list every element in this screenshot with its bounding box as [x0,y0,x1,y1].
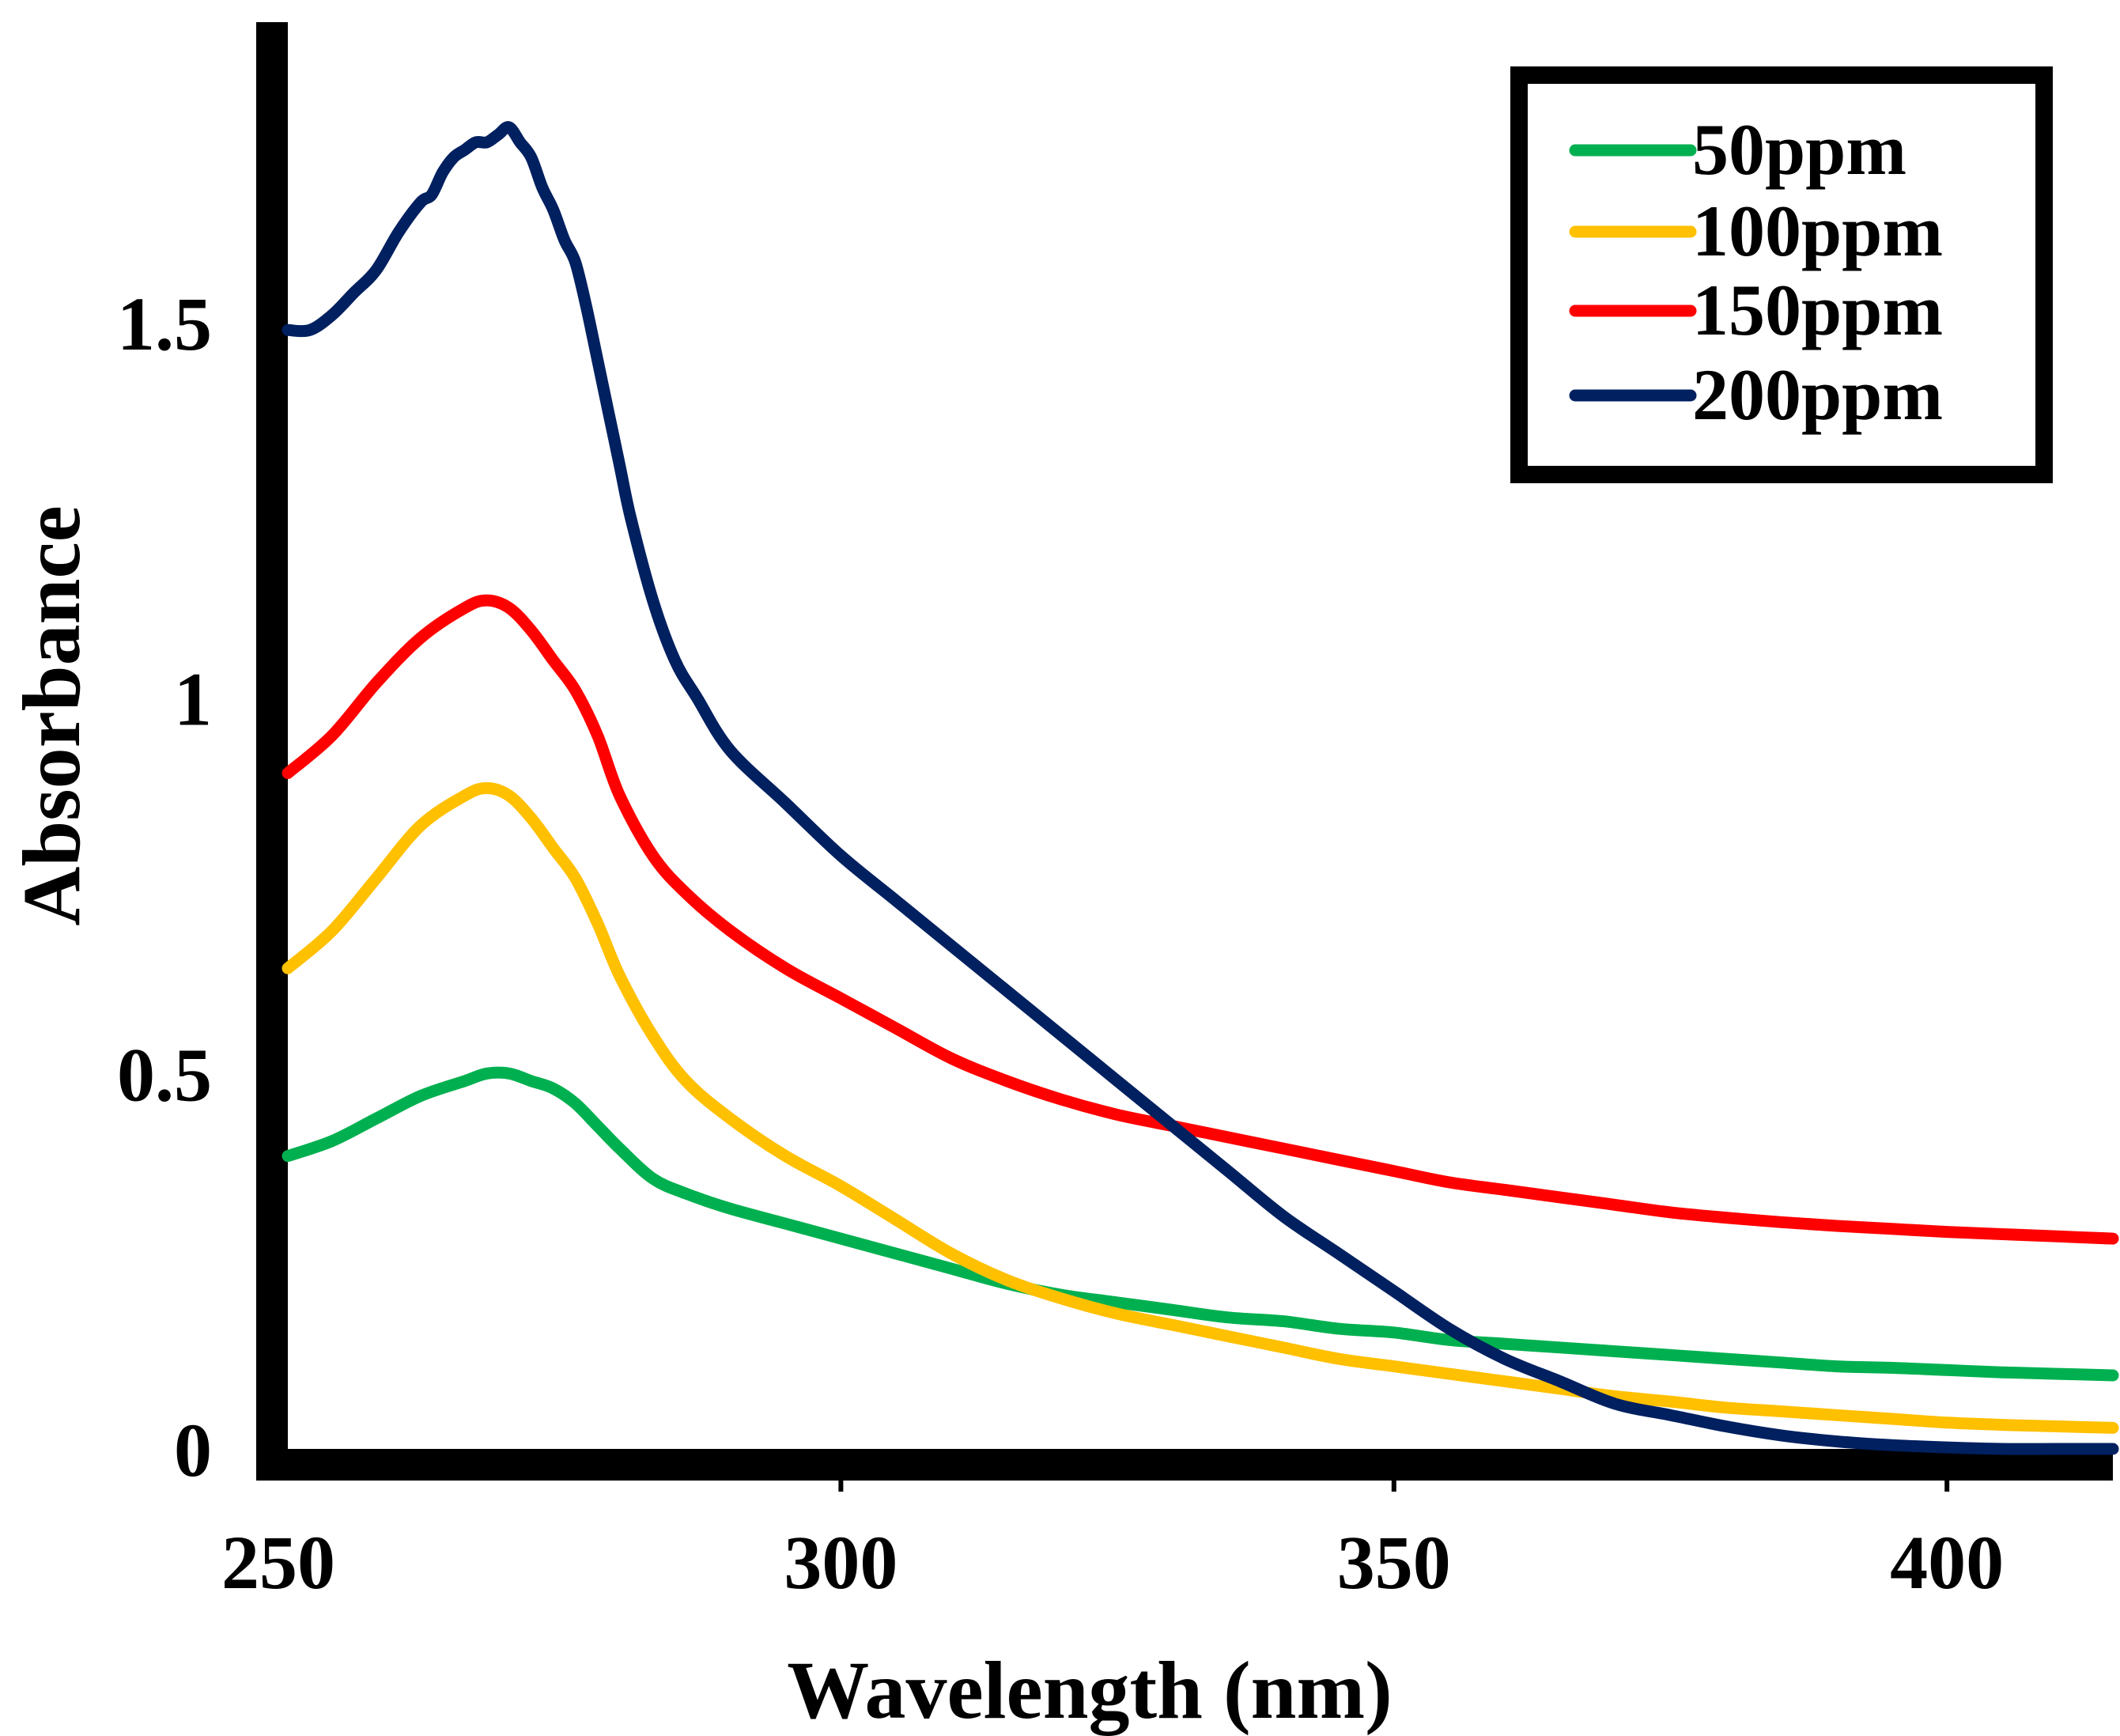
series-line-100ppm [282,782,2119,1434]
x-tick-label: 350 [1337,1520,1451,1605]
y-tick-label: 1.5 [117,282,212,366]
legend-label-50ppm: 50ppm [1692,109,1906,190]
x-tick-label: 300 [784,1520,898,1605]
y-tick-labels: 0 0.5 1 1.5 [117,282,212,1492]
x-tick-marks [838,1481,1950,1492]
legend-label-200ppm: 200ppm [1692,354,1943,435]
series-lines [282,121,2119,1455]
y-tick-label: 0 [174,1408,212,1492]
x-tick-label: 250 [221,1520,335,1605]
x-tick-label: 400 [1890,1520,2004,1605]
series-line-150ppm [282,594,2119,1245]
y-tick-label: 0.5 [117,1032,212,1117]
x-axis-title: Wavelength (nm) [787,1645,1393,1736]
legend-label-100ppm: 100ppm [1692,191,1943,271]
y-tick-label: 1 [174,657,212,742]
legend-label-150ppm: 150ppm [1692,270,1943,350]
series-line-200ppm [282,121,2119,1455]
x-tick-labels: 250 300 350 400 [221,1520,2004,1605]
legend-box [1510,66,2053,483]
y-axis-title: Absorbance [6,505,97,926]
